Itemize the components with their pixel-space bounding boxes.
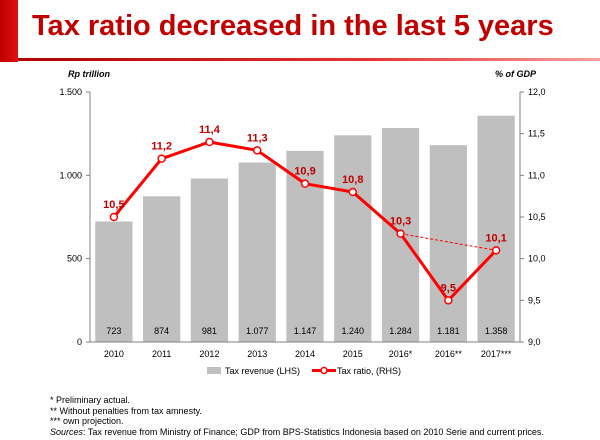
- right-tick-label: 9,0: [528, 337, 541, 347]
- tax-ratio-point-2013: [252, 146, 262, 155]
- tax-ratio-label: 10,1: [485, 232, 506, 244]
- right-tick-label: 11,0: [528, 170, 545, 180]
- bar-value-label: 874: [154, 326, 169, 336]
- projection-connector-line: [400, 233, 497, 251]
- legend-line-marker: [320, 366, 328, 375]
- right-axis-label: % of GDP: [495, 69, 537, 79]
- x-tick-label: 2011: [152, 349, 171, 359]
- tax-ratio-point-2010: [109, 212, 119, 222]
- x-tick-label: 2010: [104, 349, 124, 359]
- tax-ratio-label: 10,5: [103, 199, 124, 211]
- legend-bar-swatch: [207, 367, 221, 374]
- tax-ratio-label: 11,4: [199, 124, 221, 136]
- title-accent-bar: [0, 0, 18, 62]
- legend-bar-label: Tax revenue (LHS): [225, 366, 300, 376]
- tax-ratio-label: 11,2: [151, 141, 172, 153]
- tax-ratio-label: 10,8: [342, 174, 363, 186]
- tax-ratio-point-2015: [348, 187, 358, 197]
- legend-line-label: Tax ratio, (RHS): [337, 366, 401, 376]
- left-tick-label: 0: [77, 337, 82, 347]
- tax-ratio-point-2011: [157, 154, 166, 163]
- title-underline: [18, 58, 600, 61]
- bar-2010: [95, 221, 133, 342]
- page-title: Tax ratio decreased in the last 5 years: [32, 10, 554, 42]
- x-tick-label: 2015: [343, 349, 363, 359]
- bar-value-label: 1.147: [294, 326, 317, 336]
- tax-ratio-point-2012: [205, 137, 214, 147]
- bar-2016**: [429, 145, 467, 342]
- bar-2012: [190, 178, 229, 342]
- bar-value-label: 1.077: [246, 326, 269, 336]
- bar-2011: [143, 196, 181, 342]
- right-tick-label: 11,5: [528, 129, 545, 139]
- right-tick-label: 10,5: [528, 212, 546, 222]
- tax-ratio-label: 11,3: [247, 132, 268, 144]
- right-tick-label: 10,0: [528, 254, 546, 264]
- left-tick-label: 1.000: [59, 170, 82, 180]
- left-tick-label: 1.500: [59, 87, 82, 97]
- x-tick-label: 2013: [247, 349, 267, 359]
- bar-value-label: 723: [106, 326, 121, 336]
- bar-value-label: 1.240: [342, 326, 365, 336]
- bar-value-label: 1.284: [389, 326, 412, 336]
- bar-value-label: 981: [202, 326, 217, 336]
- footnote-projection: *** own projection.: [50, 416, 124, 426]
- footnotes: * Preliminary actual. ** Without penalti…: [50, 395, 544, 437]
- bar-2017***: [477, 115, 515, 343]
- tax-ratio-point-2017***: [491, 246, 501, 255]
- sources-text: : Tax revenue from Ministry of Finance; …: [83, 426, 544, 437]
- bar-value-label: 1.181: [437, 326, 460, 336]
- tax-ratio-point-2016**: [444, 296, 453, 305]
- left-axis-label: Rp trillion: [68, 69, 110, 79]
- x-tick-label: 2014: [295, 349, 315, 359]
- tax-ratio-label: 10,9: [294, 166, 315, 178]
- sources-label: Sources: [50, 426, 84, 437]
- tax-ratio-point-2014: [300, 179, 310, 188]
- x-tick-label: 2016*: [389, 349, 413, 359]
- left-tick-label: 500: [67, 254, 82, 264]
- bar-2015: [334, 135, 372, 342]
- bar-value-label: 1.358: [485, 326, 508, 336]
- x-tick-label: 2016**: [435, 349, 463, 359]
- x-tick-label: 2012: [199, 349, 219, 359]
- footnote-amnesty: ** Without penalties from tax amnesty.: [50, 405, 202, 416]
- bar-2013: [238, 162, 276, 342]
- footnote-sources: Sources: Tax revenue from Ministry of Fi…: [50, 427, 544, 438]
- right-tick-label: 12,0: [528, 87, 546, 97]
- tax-ratio-label: 9,5: [441, 282, 456, 294]
- right-tick-label: 9,5: [528, 295, 541, 305]
- tax-ratio-label: 10,3: [390, 216, 411, 228]
- footnote-preliminary: * Preliminary actual.: [50, 395, 131, 405]
- tax-ratio-point-2016*: [396, 229, 405, 238]
- x-tick-label: 2017***: [481, 349, 512, 359]
